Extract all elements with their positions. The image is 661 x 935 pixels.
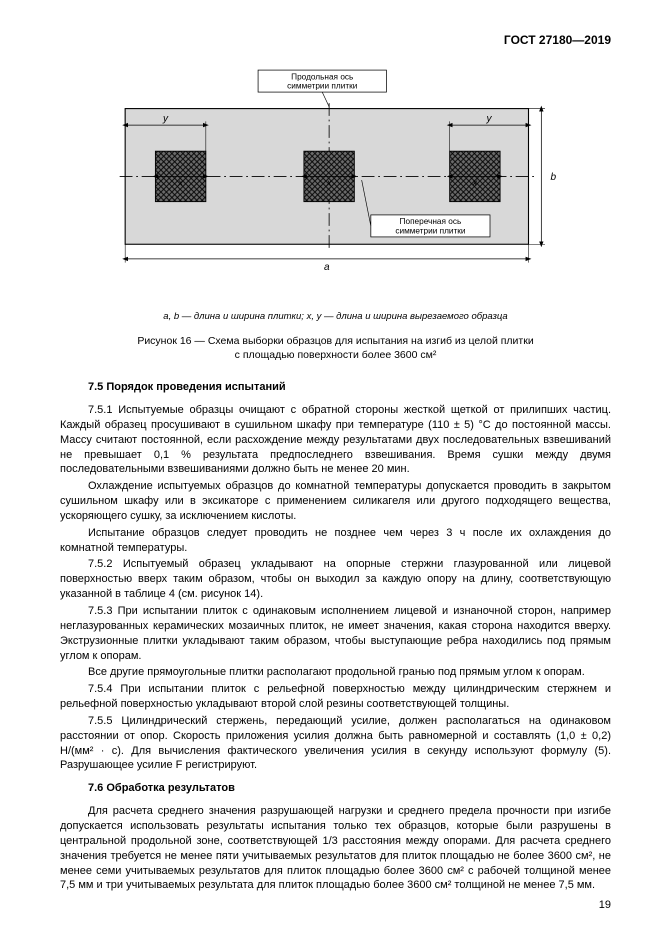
- caption-line1: Рисунок 16 — Схема выборки образцов для …: [137, 335, 533, 347]
- svg-text:симметрии плитки: симметрии плитки: [287, 82, 358, 91]
- svg-text:Поперечная ось: Поперечная ось: [399, 217, 461, 226]
- para-7-5-3b: Все другие прямоугольные плитки располаг…: [60, 665, 611, 680]
- caption-line2: с площадью поверхности более 3600 см²: [235, 349, 437, 361]
- svg-text:y: y: [161, 114, 168, 125]
- figure-caption: Рисунок 16 — Схема выборки образцов для …: [60, 334, 611, 362]
- page-number: 19: [599, 898, 611, 913]
- svg-text:симметрии плитки: симметрии плитки: [395, 226, 466, 235]
- para-7-6: Для расчета среднего значения разрушающе…: [60, 804, 611, 893]
- para-7-5-1: 7.5.1 Испытуемые образцы очищают с обрат…: [60, 403, 611, 477]
- svg-text:a: a: [324, 262, 330, 273]
- figure-16: yyxxxbaПродольная осьсимметрии плиткиПоп…: [60, 66, 611, 301]
- svg-text:x: x: [471, 178, 477, 188]
- svg-text:y: y: [485, 114, 492, 125]
- section-7-5-title: 7.5 Порядок проведения испытаний: [60, 380, 611, 395]
- para-7-5-4: 7.5.4 При испытании плиток с рельефной п…: [60, 682, 611, 712]
- svg-text:x: x: [177, 178, 183, 188]
- para-7-5-1b: Охлаждение испытуемых образцов до комнат…: [60, 479, 611, 524]
- legend-ab: a, b — длина и ширина плитки; x, y — дли…: [163, 311, 507, 322]
- para-7-5-5: 7.5.5 Цилиндрический стержень, передающи…: [60, 714, 611, 773]
- svg-text:Продольная ось: Продольная ось: [291, 72, 353, 81]
- figure-legend: a, b — длина и ширина плитки; x, y — дли…: [60, 311, 611, 324]
- para-7-5-2: 7.5.2 Испытуемый образец укладывают на о…: [60, 557, 611, 602]
- svg-text:b: b: [550, 172, 556, 183]
- figure-16-svg: yyxxxbaПродольная осьсимметрии плиткиПоп…: [116, 66, 556, 296]
- para-7-5-3: 7.5.3 При испытании плиток с одинаковым …: [60, 604, 611, 663]
- document-header: ГОСТ 27180—2019: [60, 32, 611, 48]
- para-7-5-1c: Испытание образцов следует проводить не …: [60, 526, 611, 556]
- section-7-6-title: 7.6 Обработка результатов: [60, 781, 611, 796]
- svg-text:x: x: [325, 178, 331, 188]
